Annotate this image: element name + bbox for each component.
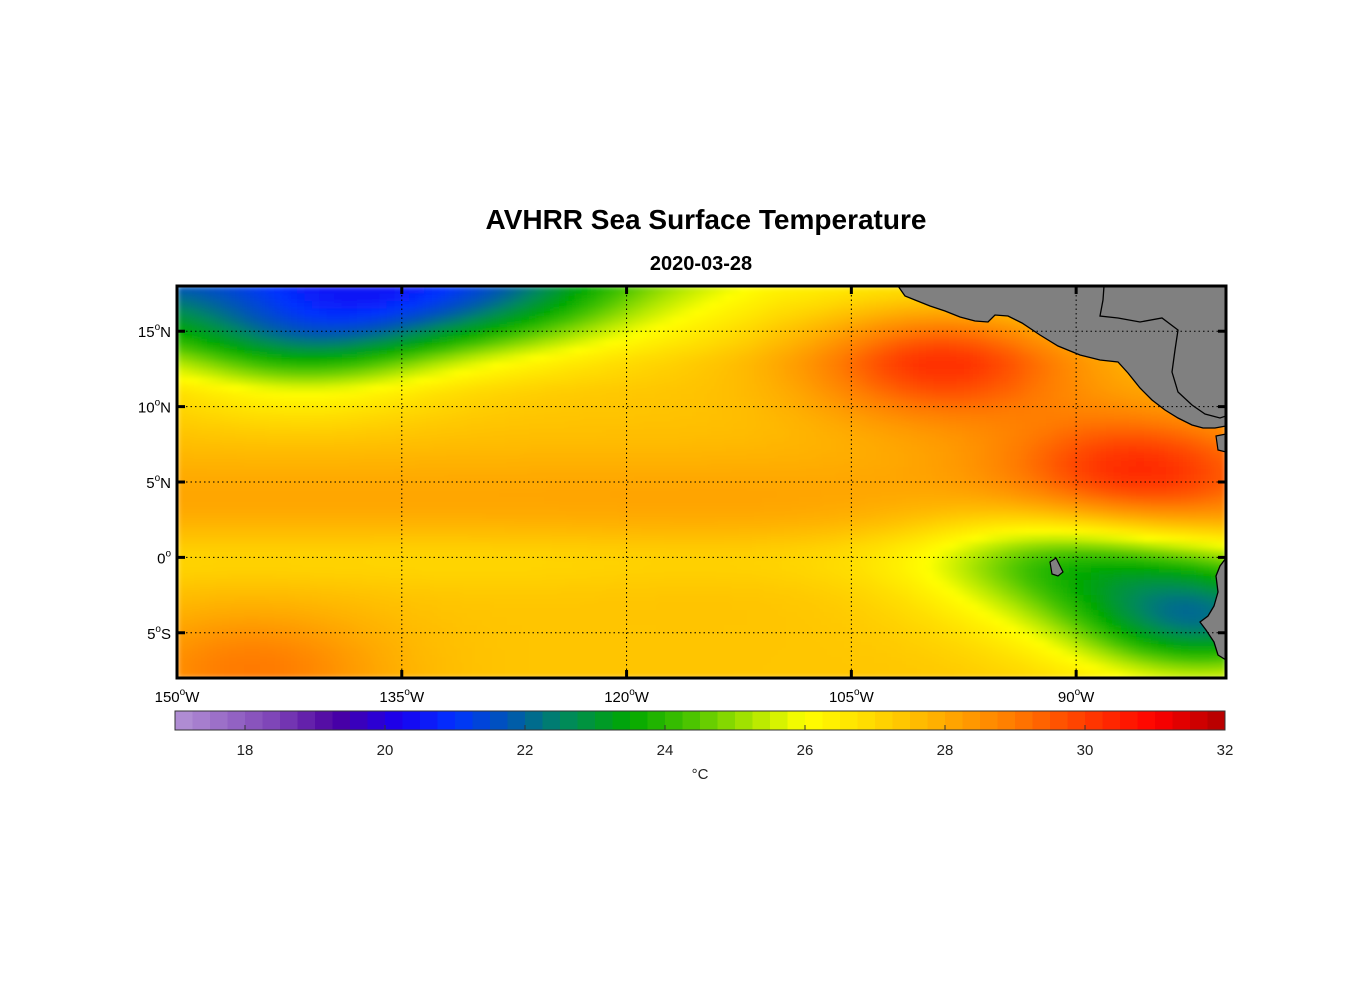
colorbar-segment [577, 711, 596, 730]
colorbar-segment [717, 711, 736, 730]
colorbar-segment [420, 711, 438, 730]
colorbar-segment [227, 711, 246, 730]
colorbar-segment [280, 711, 298, 730]
colorbar-segment [402, 711, 421, 730]
colorbar-segment [315, 711, 333, 730]
lon-tick-label: 105oW [829, 687, 875, 706]
graticule [177, 286, 1226, 678]
colorbar-segment [997, 711, 1016, 730]
land-layer [897, 286, 1226, 661]
map-title: AVHRR Sea Surface Temperature [485, 204, 927, 235]
colorbar-segment [647, 711, 666, 730]
colorbar-segment [1015, 711, 1033, 730]
colorbar-segment [945, 711, 963, 730]
colorbar-segment [770, 711, 788, 730]
colorbar-segment [665, 711, 683, 730]
colorbar-segment [875, 711, 893, 730]
colorbar-segment [490, 711, 508, 730]
colorbar-segment [735, 711, 753, 730]
colorbar-segment [700, 711, 718, 730]
colorbar-tick-label: 24 [657, 742, 674, 759]
land-colombia-corner [1215, 433, 1226, 453]
colorbar-segment [367, 711, 386, 730]
colorbar-segment [752, 711, 771, 730]
colorbar-segment [1102, 711, 1121, 730]
colorbar-segment [892, 711, 911, 730]
colorbar-tick-label: 20 [377, 742, 394, 759]
colorbar-segment [1067, 711, 1086, 730]
colorbar-segment [1172, 711, 1191, 730]
colorbar-segment [1155, 711, 1173, 730]
lon-tick-label: 90oW [1058, 687, 1095, 706]
colorbar-tick-label: 26 [797, 742, 814, 759]
colorbar-tick-label: 22 [517, 742, 534, 759]
colorbar-segment [175, 711, 193, 730]
colorbar-segment [210, 711, 228, 730]
colorbar-segment [455, 711, 473, 730]
colorbar-segment [560, 711, 578, 730]
colorbar-segment [962, 711, 981, 730]
lat-tick-label: 0o [157, 548, 171, 567]
colorbar-tick-label: 28 [937, 742, 954, 759]
colorbar-segment [1085, 711, 1103, 730]
lat-tick-label: 10oN [138, 398, 171, 417]
colorbar-segment [840, 711, 858, 730]
colorbar-segment [507, 711, 526, 730]
map-date: 2020-03-28 [649, 253, 753, 275]
colorbar-segment [245, 711, 263, 730]
colorbar-segment [350, 711, 368, 730]
land-yucatan-honduras [1099, 286, 1226, 419]
colorbar-segment [787, 711, 806, 730]
colorbar-segment [297, 711, 316, 730]
colorbar-segment [1207, 711, 1226, 730]
colorbar-segment [682, 711, 701, 730]
lat-tick-label: 5oS [147, 624, 171, 643]
colorbar-segment [1120, 711, 1138, 730]
colorbar-segment [385, 711, 403, 730]
colorbar-segment [910, 711, 928, 730]
colorbar-segment [1190, 711, 1208, 730]
lon-tick-label: 135oW [379, 687, 425, 706]
colorbar-segment [630, 711, 648, 730]
colorbar-units-label: °C [692, 766, 709, 783]
colorbar-segment [805, 711, 823, 730]
colorbar-tick-label: 18 [237, 742, 254, 759]
colorbar-tick-label: 32 [1217, 742, 1234, 759]
axis-ticks: 150oW 135oW 120oW 105oW 90oW 15oN 10oN 5oN 0o 5oS [138, 286, 1226, 706]
colorbar-segment [472, 711, 491, 730]
colorbar-segment [980, 711, 998, 730]
colorbar-segment [595, 711, 613, 730]
colorbar-segment [332, 711, 351, 730]
lat-tick-label: 5oN [146, 473, 171, 492]
colorbar-tick-label: 30 [1077, 742, 1094, 759]
lon-tick-label: 120oW [604, 687, 650, 706]
colorbar-segment [857, 711, 876, 730]
colorbar-segment [262, 711, 281, 730]
colorbar-segment [1032, 711, 1051, 730]
colorbar-segment [437, 711, 456, 730]
colorbar-segment [612, 711, 631, 730]
colorbar-segment [1137, 711, 1156, 730]
colorbar-segment [822, 711, 841, 730]
colorbar-segment [525, 711, 543, 730]
colorbar-segment [192, 711, 211, 730]
land-galapagos [1049, 557, 1064, 577]
colorbar-segment [542, 711, 561, 730]
colorbar-frame [174, 710, 1226, 731]
lon-tick-label: 150oW [155, 687, 201, 706]
land-south-america [1199, 556, 1226, 661]
lat-tick-label: 15oN [138, 322, 171, 341]
colorbar-segment [1050, 711, 1068, 730]
colorbar-segment [927, 711, 946, 730]
colorbar: 18 20 22 24 26 28 30 32 °C [174, 710, 1234, 783]
